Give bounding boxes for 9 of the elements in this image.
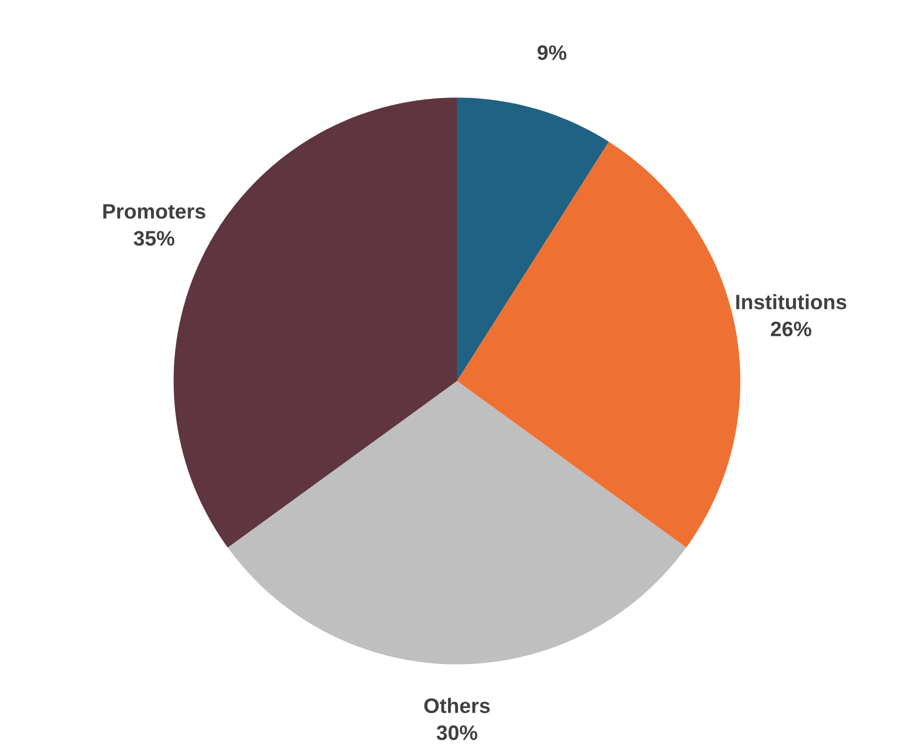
- pie-slice: [457, 98, 609, 381]
- slice-label: Promoters: [103, 204, 206, 219]
- data-label: 9%: [538, 45, 566, 60]
- slice-label: Institutions: [736, 294, 846, 310]
- slice-label: Others: [424, 698, 490, 714]
- data-label: 26%: [770, 322, 812, 336]
- data-label: 35%: [134, 230, 174, 246]
- data-label: 30%: [436, 725, 478, 740]
- pie-slice: [228, 381, 686, 664]
